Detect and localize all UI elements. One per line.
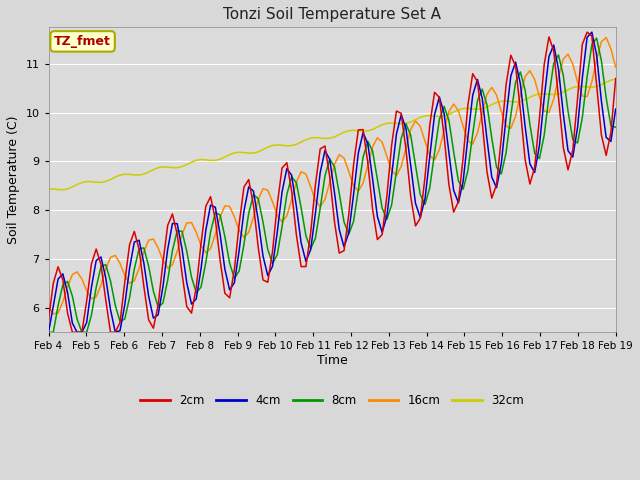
Legend: 2cm, 4cm, 8cm, 16cm, 32cm: 2cm, 4cm, 8cm, 16cm, 32cm — [136, 389, 529, 412]
Y-axis label: Soil Temperature (C): Soil Temperature (C) — [7, 116, 20, 244]
Title: Tonzi Soil Temperature Set A: Tonzi Soil Temperature Set A — [223, 7, 441, 22]
Text: TZ_fmet: TZ_fmet — [54, 35, 111, 48]
X-axis label: Time: Time — [317, 354, 348, 367]
